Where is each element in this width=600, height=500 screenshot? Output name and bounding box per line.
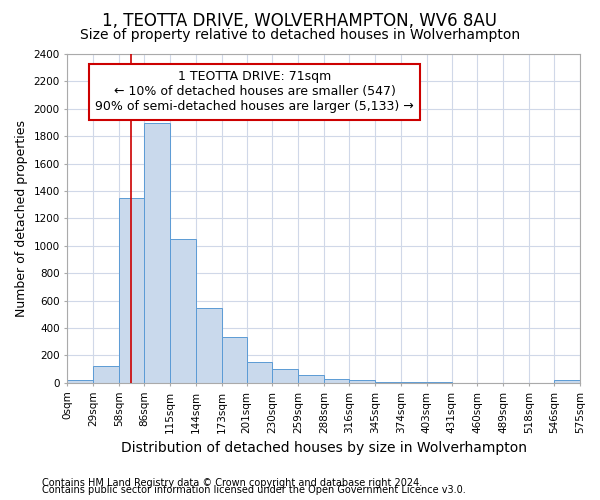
Text: Contains HM Land Registry data © Crown copyright and database right 2024.: Contains HM Land Registry data © Crown c… <box>42 478 422 488</box>
Bar <box>298 374 324 383</box>
Text: Size of property relative to detached houses in Wolverhampton: Size of property relative to detached ho… <box>80 28 520 42</box>
Bar <box>144 122 170 383</box>
Bar <box>349 380 375 383</box>
Bar <box>119 198 144 383</box>
Bar <box>196 308 221 383</box>
Bar <box>375 382 401 383</box>
Bar <box>170 239 196 383</box>
Bar <box>247 362 272 383</box>
Bar <box>554 380 580 383</box>
Text: 1 TEOTTA DRIVE: 71sqm
← 10% of detached houses are smaller (547)
90% of semi-det: 1 TEOTTA DRIVE: 71sqm ← 10% of detached … <box>95 70 414 114</box>
Bar <box>221 337 247 383</box>
Bar <box>93 366 119 383</box>
Bar <box>272 368 298 383</box>
Bar <box>67 380 93 383</box>
Y-axis label: Number of detached properties: Number of detached properties <box>15 120 28 317</box>
Bar <box>401 382 427 383</box>
Bar <box>324 379 349 383</box>
Text: Contains public sector information licensed under the Open Government Licence v3: Contains public sector information licen… <box>42 485 466 495</box>
X-axis label: Distribution of detached houses by size in Wolverhampton: Distribution of detached houses by size … <box>121 441 527 455</box>
Text: 1, TEOTTA DRIVE, WOLVERHAMPTON, WV6 8AU: 1, TEOTTA DRIVE, WOLVERHAMPTON, WV6 8AU <box>103 12 497 30</box>
